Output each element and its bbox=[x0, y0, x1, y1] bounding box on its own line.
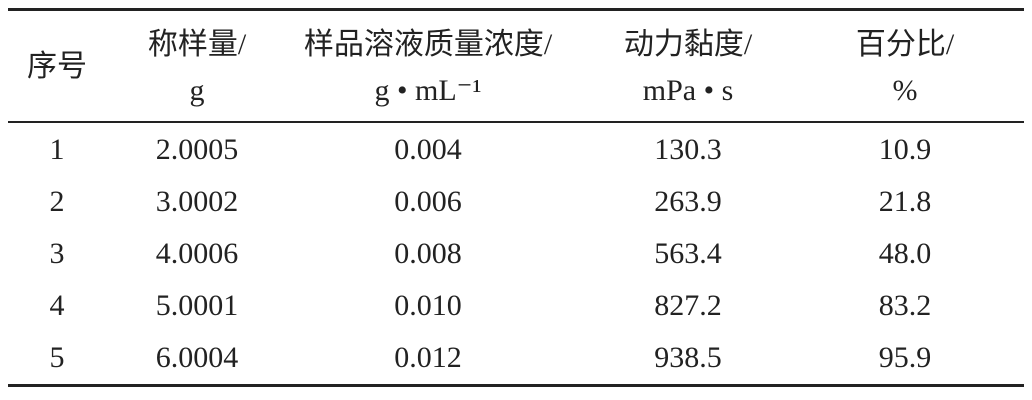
table-cell: 0.008 bbox=[394, 237, 462, 270]
header-cell: mPa • s bbox=[642, 74, 734, 107]
header-cell: g • mL⁻¹ bbox=[374, 74, 482, 107]
table-cell: 0.012 bbox=[394, 341, 462, 374]
table-cell: 563.4 bbox=[654, 237, 722, 270]
table-cell: 0.006 bbox=[394, 185, 462, 218]
header-cell: g bbox=[189, 74, 205, 107]
table-cell: 21.8 bbox=[878, 185, 932, 218]
table-cell: 6.0004 bbox=[155, 341, 239, 374]
table-cell: 4.0006 bbox=[155, 237, 239, 270]
header-cell: % bbox=[892, 74, 918, 107]
table-cell: 827.2 bbox=[654, 289, 722, 322]
table-cell: 95.9 bbox=[878, 341, 932, 374]
bottom-rule bbox=[8, 384, 1024, 387]
header-cell: 百分比/ bbox=[855, 28, 955, 61]
table-cell: 0.010 bbox=[394, 289, 462, 322]
table-cell: 2.0005 bbox=[155, 133, 239, 166]
table-cell: 83.2 bbox=[878, 289, 932, 322]
table-cell: 130.3 bbox=[654, 133, 722, 166]
table-cell: 2 bbox=[49, 185, 65, 218]
header-cell: 动力黏度/ bbox=[623, 28, 753, 61]
table-cell: 938.5 bbox=[654, 341, 722, 374]
table-cell: 5 bbox=[49, 341, 65, 374]
table-cell: 0.004 bbox=[394, 133, 462, 166]
table-cell: 1 bbox=[49, 133, 65, 166]
table-cell: 4 bbox=[49, 289, 65, 322]
header-rule bbox=[8, 121, 1024, 123]
header-cell: 序号 bbox=[27, 50, 87, 83]
table-cell: 3 bbox=[49, 237, 65, 270]
table-cell: 48.0 bbox=[878, 237, 932, 270]
table-cell: 263.9 bbox=[654, 185, 722, 218]
header-cell: 样品溶液质量浓度/ bbox=[303, 28, 553, 61]
header-cell: 称样量/ bbox=[147, 28, 247, 61]
top-rule bbox=[8, 8, 1024, 11]
table-cell: 5.0001 bbox=[155, 289, 239, 322]
table-cell: 10.9 bbox=[878, 133, 932, 166]
table-cell: 3.0002 bbox=[155, 185, 239, 218]
